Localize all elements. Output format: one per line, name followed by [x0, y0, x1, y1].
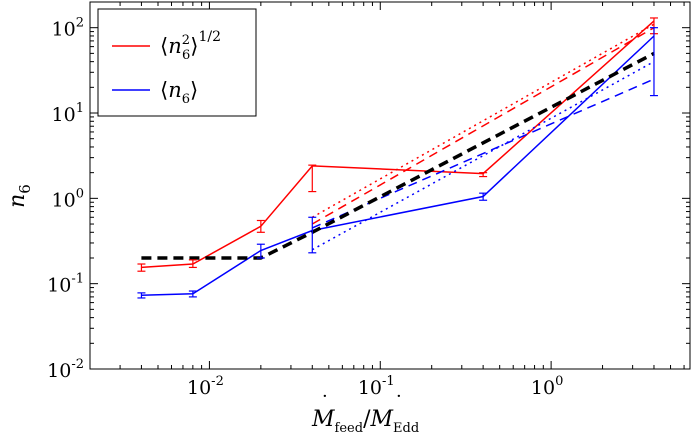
x-axis-title: Mfeed/MEdd	[311, 407, 419, 436]
y-tick-label: 101	[52, 101, 84, 126]
series-line-1	[141, 35, 655, 297]
x-axis-title-dot-2: ·	[396, 386, 402, 407]
x-tick-label: 100	[531, 374, 563, 399]
y-tick-label: 102	[52, 16, 84, 41]
y-tick-label: 10-2	[47, 357, 84, 382]
y-tick-label: 100	[52, 186, 84, 211]
series-line-6	[141, 51, 655, 260]
x-tick-label: 10-1	[358, 374, 395, 399]
plot-frame	[89, 1, 691, 370]
series-layer	[141, 20, 655, 297]
y-tick-label: 10-1	[47, 272, 84, 297]
legend: ⟨n2 6⟩1/2 ⟨n6⟩	[97, 8, 257, 117]
y-axis-title: n6	[5, 184, 34, 208]
series-line-5	[311, 60, 655, 251]
x-axis-title-dot-1: ·	[322, 386, 328, 407]
errorbar-layer	[137, 17, 658, 299]
series-line-2	[311, 27, 655, 225]
legend-box	[97, 8, 257, 117]
x-tick-label: 10-2	[187, 374, 224, 399]
legend-label-rms: ⟨n2 6⟩1/2	[160, 29, 221, 63]
tick-layer	[89, 1, 690, 370]
ticklabel-layer: 10-2 10-1 100 10-2 10-1 100 101 102	[47, 16, 563, 399]
series-line-0	[141, 20, 655, 269]
legend-label-mean: ⟨n6⟩	[160, 78, 198, 107]
